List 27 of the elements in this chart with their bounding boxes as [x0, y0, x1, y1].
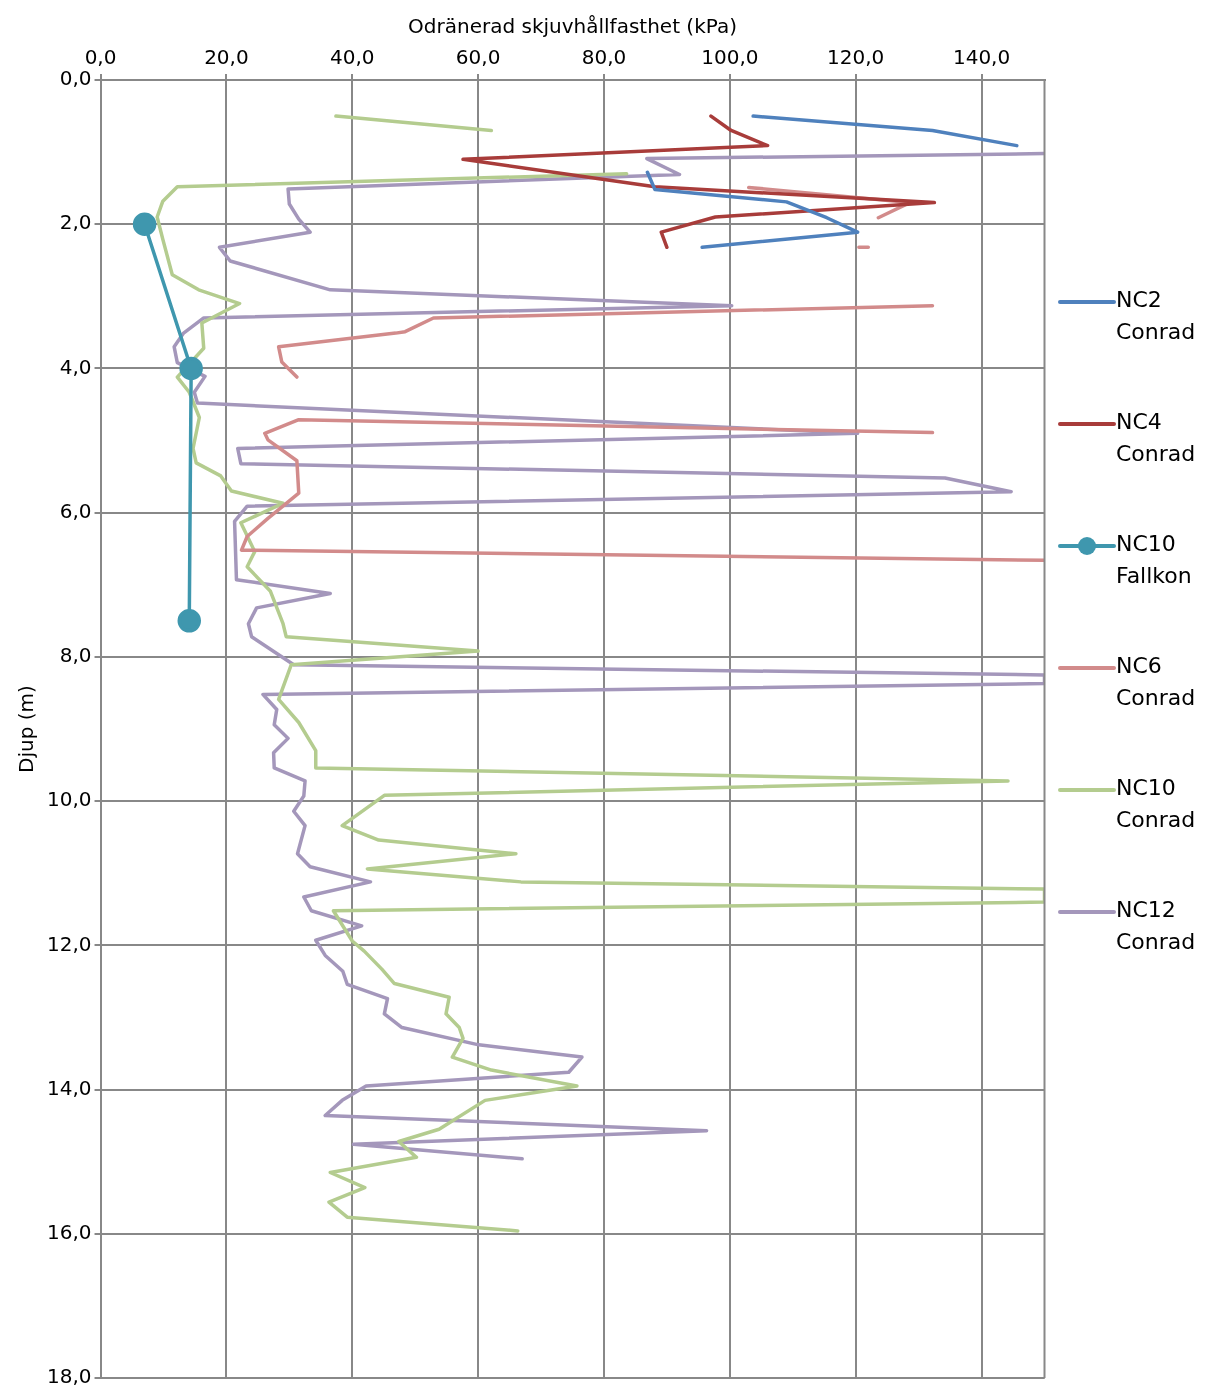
- y-tick-label: 18,0: [47, 1364, 92, 1389]
- x-tick-label: 100,0: [701, 45, 759, 70]
- y-tick-label: 14,0: [47, 1075, 92, 1100]
- legend-label: NC4 Conrad: [1116, 408, 1196, 468]
- y-tick-label: 4,0: [59, 354, 92, 379]
- x-tick-label: 80,0: [581, 45, 627, 70]
- legend-label: NC10 Fallkon: [1116, 530, 1193, 590]
- point: [179, 356, 203, 381]
- y-tick-label: 10,0: [47, 787, 92, 812]
- x-axis-title: Odränerad skjuvhållfasthet (kPa): [408, 14, 737, 39]
- x-tick-label: 60,0: [455, 45, 501, 70]
- x-tick-label: 120,0: [827, 45, 885, 70]
- y-tick-label: 12,0: [47, 931, 92, 956]
- legend-label: NC12 Conrad: [1116, 896, 1196, 956]
- x-tick-label: 140,0: [952, 45, 1011, 70]
- x-tick-label: 40,0: [329, 45, 375, 70]
- x-tick-label: 20,0: [204, 45, 249, 70]
- y-axis-title: Djup (m): [14, 685, 39, 773]
- y-tick-label: 6,0: [59, 498, 92, 523]
- legend-label: NC2 Conrad: [1116, 286, 1196, 346]
- y-tick-label: 8,0: [59, 643, 92, 668]
- point: [177, 609, 202, 633]
- y-tick-label: 16,0: [47, 1219, 92, 1244]
- legend-label: NC10 Conrad: [1116, 774, 1196, 834]
- legend-label: NC6 Conrad: [1116, 652, 1196, 712]
- point: [132, 212, 157, 236]
- y-tick-label: 2,0: [59, 210, 92, 235]
